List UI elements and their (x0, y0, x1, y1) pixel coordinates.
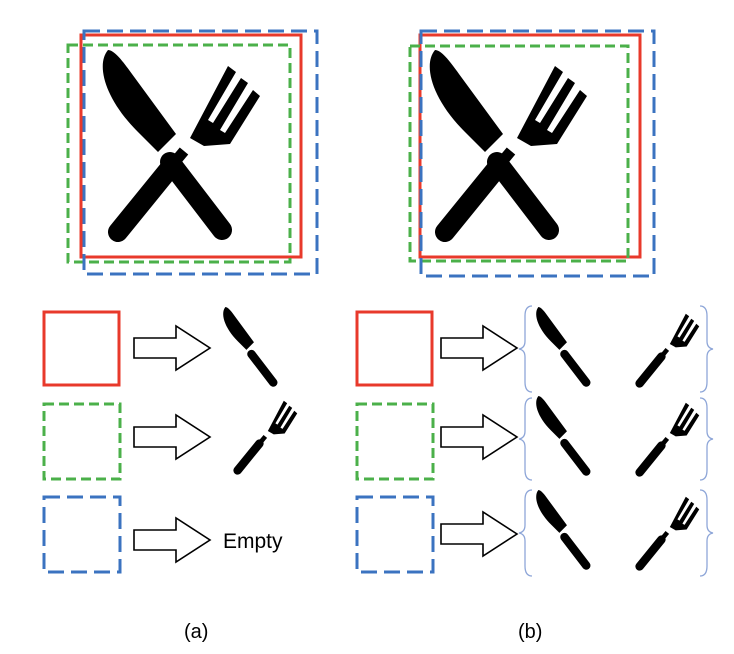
crossed-fork-knife-icon (103, 50, 260, 232)
green-dashed-box (355, 402, 435, 481)
left-brace (518, 305, 533, 393)
right-brace (699, 489, 714, 577)
panel-b-rows (355, 305, 714, 577)
panel-a-rows: Empty (42, 307, 298, 574)
right-arrow-icon (440, 325, 518, 371)
right-arrow-icon (133, 517, 211, 563)
fork-icon (640, 403, 700, 473)
green-dashed-box (42, 402, 122, 481)
left-brace (518, 397, 533, 481)
fork-icon (238, 401, 298, 471)
panel-a-overview (66, 29, 319, 276)
red-solid-box (42, 310, 121, 387)
blue-dashed-box (419, 29, 656, 278)
panel-b-overview (408, 29, 656, 278)
right-arrow-icon (133, 325, 211, 371)
knife-icon (536, 490, 586, 566)
green-dashed-box (408, 44, 630, 263)
blue-dashed-box (82, 29, 319, 276)
right-arrow-icon (440, 414, 518, 460)
knife-icon (223, 307, 273, 383)
caption-a: (a) (184, 621, 208, 643)
caption-b: (b) (518, 621, 542, 643)
left-brace (518, 489, 533, 577)
right-brace (699, 397, 714, 481)
fork-icon (640, 314, 700, 384)
fork-icon (640, 497, 700, 567)
knife-icon (536, 396, 586, 472)
crossed-fork-knife-icon (430, 50, 587, 232)
blue-dashed-box (42, 495, 122, 574)
green-dashed-box (66, 43, 292, 264)
red-solid-box (355, 310, 434, 387)
blue-dashed-box (355, 495, 435, 574)
knife-icon (536, 307, 586, 383)
right-arrow-icon (133, 414, 211, 460)
red-solid-box (79, 33, 303, 259)
right-arrow-icon (440, 511, 518, 557)
right-brace (699, 305, 714, 393)
empty-label: Empty (223, 530, 283, 553)
